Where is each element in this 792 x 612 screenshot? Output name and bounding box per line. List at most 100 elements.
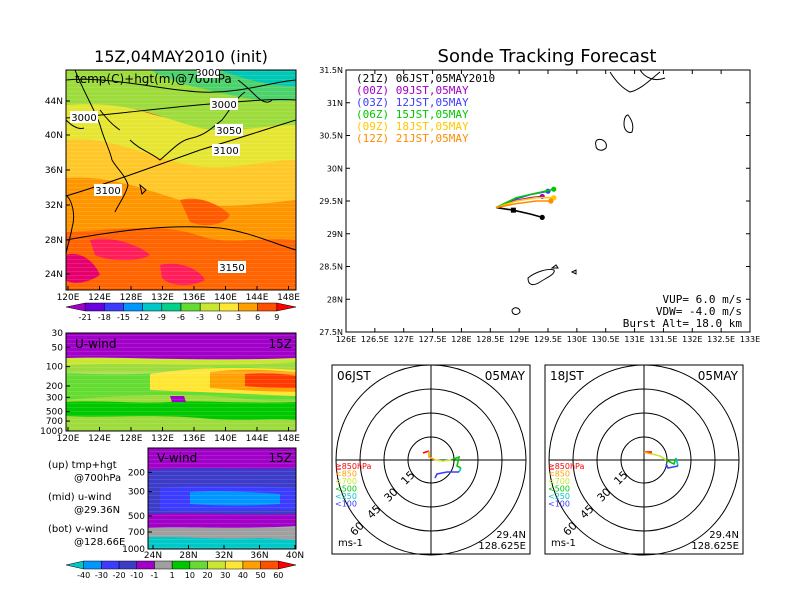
param-burst: Burst Alt= 18.0 km xyxy=(623,317,743,330)
colorbar-label: -9 xyxy=(158,313,166,322)
uwind-label: U-wind xyxy=(75,337,116,351)
colorbar-swatch xyxy=(136,560,155,570)
lon-tick-label: 131.5E xyxy=(649,335,677,344)
hodograph-unit: ms-1 xyxy=(338,538,363,549)
lat-tick-label: 36N xyxy=(250,551,268,561)
lat-tick-label: 29N xyxy=(327,230,343,239)
pressure-tick-label: 300 xyxy=(46,393,63,403)
pressure-tick-label: 500 xyxy=(128,512,145,522)
note-line: @128.66E xyxy=(74,537,125,548)
colorbar-swatch xyxy=(104,302,124,312)
pressure-tick-label: 1000 xyxy=(40,427,63,437)
lat-tick-label: 29.5N xyxy=(319,197,343,206)
colorbar-label: -6 xyxy=(177,313,185,322)
hodograph-unit: ms-1 xyxy=(551,538,576,549)
colorbar-swatch xyxy=(238,302,258,312)
colorbar-label: 6 xyxy=(255,313,260,322)
track-legend: (21Z) 06JST,05MAY2010(00Z) 09JST,05MAY(0… xyxy=(356,72,495,145)
hodograph-lon: 128.625E xyxy=(691,541,739,552)
hodograph-trace xyxy=(450,455,462,469)
uwind-frame xyxy=(65,332,297,432)
lon-tick-label: 128.5E xyxy=(476,335,504,344)
colorbar-label: -18 xyxy=(98,313,111,322)
lon-tick-label: 133E xyxy=(740,335,760,344)
hodograph-trace xyxy=(422,450,430,454)
lon-tick-label: 120E xyxy=(57,434,80,444)
note-line: @700hPa xyxy=(74,473,121,484)
temp-colorbar: -21 -18 -15 -12 -9 -6 -3 0 3 6 9 xyxy=(65,302,297,322)
track-endpoint xyxy=(539,214,545,220)
pressure-tick-label: 30 xyxy=(52,329,64,339)
track-endpoint xyxy=(548,198,554,204)
colorbar-swatch xyxy=(171,560,191,570)
right-title: Sonde Tracking Forecast xyxy=(438,46,657,67)
lon-tick-label: 144E xyxy=(246,293,269,303)
lon-tick-label: 126E xyxy=(336,335,356,344)
colorbar-swatch xyxy=(83,560,102,570)
temp-lat-ticks: 44N 40N 36N 32N 28N 24N xyxy=(45,97,70,280)
lon-tick-label: 124E xyxy=(88,293,111,303)
pressure-tick-label: 700 xyxy=(46,417,63,427)
lon-tick-label: 120E xyxy=(57,293,80,303)
lon-tick-label: 140E xyxy=(214,434,237,444)
lon-tick-label: 136E xyxy=(183,434,206,444)
pressure-tick-label: 700 xyxy=(128,528,145,538)
lat-tick-label: 28N xyxy=(327,295,343,304)
hodograph-date: 05MAY xyxy=(485,369,526,383)
colorbar-label: 0 xyxy=(217,313,222,322)
temperature-field xyxy=(66,70,296,290)
colorbar-swatch xyxy=(123,302,143,312)
colorbar-swatch xyxy=(276,302,297,312)
colorbar-swatch xyxy=(142,302,163,312)
hodograph-trace xyxy=(643,451,653,455)
temp-map-frame xyxy=(65,69,297,291)
lat-tick-label: 31N xyxy=(327,99,343,108)
pressure-tick-label: 100 xyxy=(46,363,63,373)
vwind-field xyxy=(148,448,296,549)
hodograph-trace xyxy=(651,453,667,461)
lat-tick-label: 27.5N xyxy=(319,328,343,337)
hodograph-panel: 06JST 05MAY15304560≧850hPa<850<700<500<25… xyxy=(331,364,531,556)
hodograph-level-key: ≧850hPa xyxy=(335,462,372,471)
pressure-tick-label: 300 xyxy=(128,488,145,498)
lat-tick-label: 30N xyxy=(327,164,343,173)
hodograph-trace xyxy=(665,457,677,466)
colorbar-swatch xyxy=(260,560,279,570)
hodograph-trace xyxy=(434,459,452,462)
lon-tick-label: 148E xyxy=(277,434,300,444)
pressure-tick-label: 200 xyxy=(128,468,145,478)
hodograph-trace xyxy=(665,463,679,469)
sonde-params: VUP= 6.0 m/s VDW= -4.0 m/s Burst Alt= 18… xyxy=(623,293,743,330)
contour-label: 3100 xyxy=(95,186,120,197)
lon-tick-label: 130E xyxy=(567,335,587,344)
colorbar-label: 40 xyxy=(238,571,248,580)
track-line xyxy=(495,200,551,209)
colorbar-swatch xyxy=(180,302,201,312)
colorbar-label: -15 xyxy=(117,313,130,322)
hodograph-trace xyxy=(434,471,459,479)
colorbar-label: 20 xyxy=(202,571,212,580)
colorbar-label: -1 xyxy=(150,571,158,580)
temp-lon-ticks: 120E 124E 128E 132E 136E 140E 144E 148E xyxy=(57,286,300,303)
note-line: (bot) v-wind xyxy=(48,524,108,535)
lon-tick-label: 136E xyxy=(183,293,206,303)
contour-label: 3050 xyxy=(216,126,241,137)
track-line xyxy=(495,206,543,219)
colorbar-label: -20 xyxy=(113,571,126,580)
colorbar-label: 60 xyxy=(273,571,283,580)
contour-label: 3000 xyxy=(211,100,236,111)
colorbar-label: -3 xyxy=(196,313,204,322)
colorbar-label: 3 xyxy=(236,313,241,322)
hodograph-trace xyxy=(675,457,679,467)
track-coastlines xyxy=(511,69,666,315)
hodograph-level-key: <500 xyxy=(335,485,357,494)
colorbar-label: -30 xyxy=(95,571,108,580)
pressure-tick-label: 50 xyxy=(52,343,64,353)
height-contour-labels: 3000 3000 3000 3050 3100 3100 3150 xyxy=(70,67,246,274)
colorbar-label: 9 xyxy=(274,313,279,322)
colorbar-swatch xyxy=(224,560,244,570)
lon-tick-label: 128E xyxy=(120,293,143,303)
pressure-tick-label: 1000 xyxy=(122,545,145,555)
lon-tick-label: 132E xyxy=(682,335,702,344)
hodograph-trace xyxy=(458,467,462,473)
